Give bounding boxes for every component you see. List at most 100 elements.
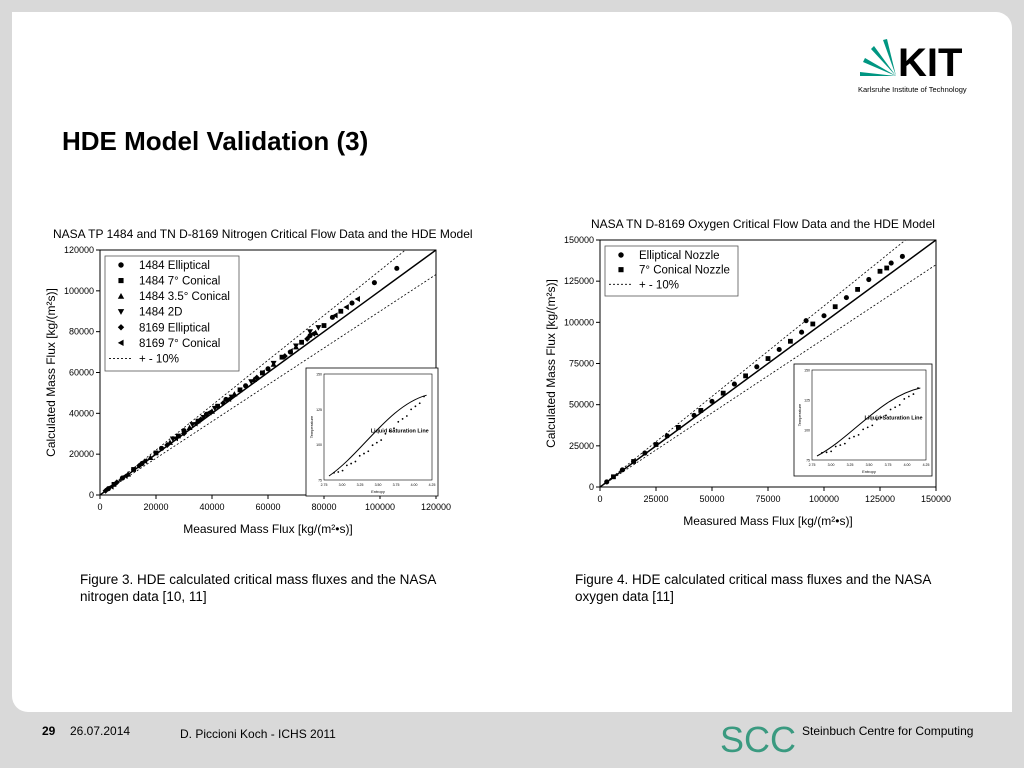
data-point [223,396,229,402]
inset-point [912,393,915,395]
inset-point [839,444,842,447]
legend-marker [117,292,125,299]
data-point [228,394,235,400]
data-point [113,479,120,486]
data-point [394,265,400,271]
inset-point [397,420,400,423]
data-point [843,295,849,301]
footer-author: D. Piccioni Koch - ICHS 2011 [180,727,336,741]
y-tick-label: 100000 [64,286,94,296]
data-point [279,354,285,360]
kit-logo: KIT Karlsruhe Institute of Technology [858,39,967,94]
y-tick-label: 0 [89,490,94,500]
inset-x-tick: 3.50 [375,483,382,487]
inset-saturation-curve [328,394,427,477]
inset-x-tick: 3.50 [866,463,873,467]
data-point [270,360,277,367]
data-point [248,379,255,385]
data-point [604,479,610,485]
inset-point [405,415,408,417]
data-point [237,387,243,393]
data-point [243,383,249,389]
inset-x-tick: 3.25 [357,483,364,487]
chart-nitrogen: 0 20000 40000 60000 80000 100000 120000 0 20000 4… [44,245,451,536]
inset-plot-frame [811,369,927,461]
inset-point [350,462,353,465]
data-point [281,353,288,360]
inset-frame [305,367,439,497]
data-point [192,420,198,427]
data-point [731,381,737,387]
page-number: 29 [42,724,56,738]
data-point [776,346,782,353]
inset-point [889,408,892,411]
inset-point [414,405,417,408]
inset-x-tick: 4.25 [923,463,930,467]
inset-x-tick: 3.25 [847,463,854,467]
inset-x-tick: 3.00 [828,463,835,467]
x-tick-label: 100000 [809,494,839,504]
data-point [200,415,207,421]
inset-point [830,450,833,453]
data-point [287,348,293,355]
inset-x-tick: 2.75 [321,483,328,487]
inset-point [333,471,335,474]
x-axis-label: Measured Mass Flux [kg/(m²•s)] [683,514,853,528]
inset-point [358,454,361,457]
data-point [304,335,311,342]
inset-y-tick: 100 [804,429,810,433]
inset-point [375,441,378,444]
inset-y-tick: 100 [316,443,322,447]
data-point [153,450,159,456]
data-point [309,330,316,337]
data-point [176,433,181,439]
inset-point [894,406,897,409]
legend-marker [117,339,124,347]
data-point [172,435,178,442]
inset-plot-frame [323,373,433,481]
inset-point [341,469,344,472]
y-tick-label: 40000 [69,408,94,418]
data-point [259,369,265,376]
inset-y-label: Temperature [309,415,314,438]
legend-marker [618,267,624,273]
inset-y-tick: 75 [806,459,810,463]
inset-point [834,445,837,448]
legend-marker [117,309,125,315]
data-point [888,260,894,266]
inset-frame [793,363,933,477]
legend-marker [118,262,124,268]
data-point [186,424,193,431]
x-tick-label: 0 [597,494,602,504]
inset-y-tick: 125 [316,408,322,412]
data-point [799,329,805,335]
data-point [803,318,809,324]
inset-point [384,432,387,435]
y-tick-label: 150000 [564,235,594,245]
y-tick-label: 60000 [69,368,94,378]
y-tick-label: 75000 [569,359,594,369]
data-point [225,396,232,403]
slide-title: HDE Model Validation (3) [62,126,369,156]
inset-y-tick: 125 [804,399,810,403]
data-point [611,474,616,480]
x-tick-label: 50000 [699,494,724,504]
y-tick-label: 125000 [564,276,594,286]
data-point [315,325,322,331]
legend-label: 1484 7° Conical [139,276,220,288]
data-point [332,312,338,319]
inset-x-label: Entropy [862,469,876,474]
inset-point [907,395,910,398]
kit-logo-text: KIT [898,41,962,85]
inset-x-tick: 4.25 [429,483,436,487]
inset-annotation: Liquid Saturation Line [865,416,923,422]
data-point [211,405,218,412]
legend-label: 7° Conical Nozzle [639,265,730,277]
data-point [642,450,648,456]
y-axis-label: Calculated Mass Flux [kg/(m²s)] [44,288,58,457]
data-point [855,287,860,292]
data-point [810,321,816,327]
data-point [664,433,670,439]
data-point [159,445,165,451]
inset-x-label: Entropy [371,489,385,494]
